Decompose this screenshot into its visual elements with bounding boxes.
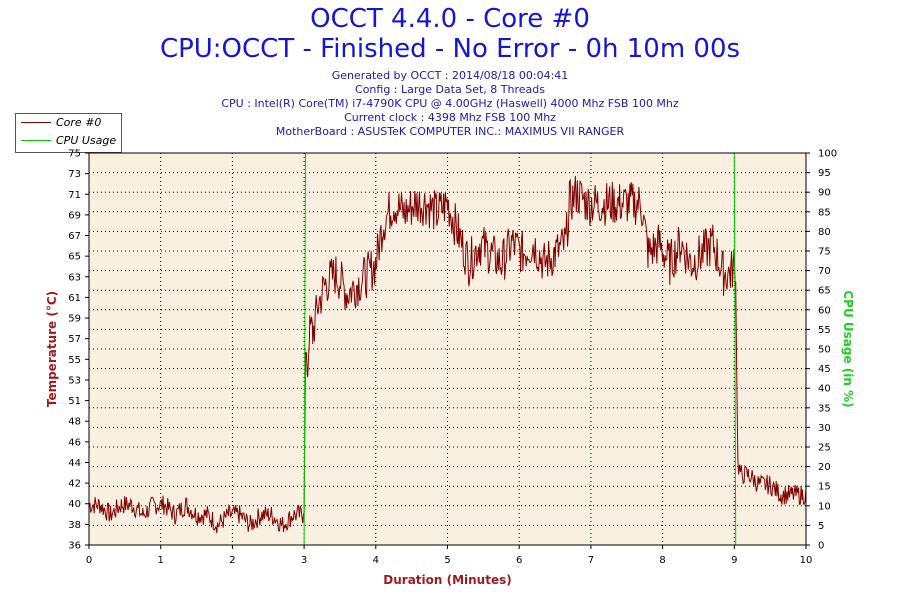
y-tick-label: 59: [68, 314, 81, 325]
info-clock: Current clock : 4398 Mhz FSB 100 Mhz: [344, 111, 556, 124]
info-config: Config : Large Data Set, 8 Threads: [355, 83, 545, 96]
y2-tick-label: 5: [818, 521, 824, 532]
y-tick-label: 57: [68, 334, 81, 345]
y2-tick-label: 80: [818, 227, 831, 238]
plot-frame: [88, 152, 807, 546]
y2-tick-label: 50: [818, 345, 831, 356]
y-tick-label: 48: [68, 417, 81, 428]
y2-tick-label: 45: [818, 364, 831, 375]
y-tick-label: 73: [68, 169, 81, 180]
y-tick-label: 53: [68, 375, 81, 386]
y2-tick-label: 35: [818, 403, 831, 414]
y2-tick-label: 60: [818, 305, 831, 316]
y-tick-label: 55: [68, 355, 81, 366]
y2-tick-label: 10: [818, 501, 831, 512]
legend-swatch-core0: [21, 122, 51, 123]
info-motherboard: MotherBoard : ASUSTeK COMPUTER INC.: MAX…: [275, 125, 625, 138]
y-tick-label: 63: [68, 272, 81, 283]
x-tick-label: 1: [158, 555, 164, 566]
y2-tick-label: 85: [818, 207, 831, 218]
y-tick-label: 42: [68, 479, 81, 490]
y2-tick-label: 70: [818, 266, 831, 277]
y-tick-label: 46: [68, 437, 81, 448]
chart-title: OCCT 4.4.0 - Core #0: [310, 4, 590, 34]
y-tick-label: 71: [68, 190, 81, 201]
x-tick-label: 2: [229, 555, 235, 566]
x-tick-label: 9: [731, 555, 737, 566]
legend-item-core0: Core #0: [16, 114, 121, 132]
y2-tick-label: 55: [818, 325, 831, 336]
y-tick-label: 65: [68, 252, 81, 263]
x-tick-label: 6: [516, 555, 522, 566]
x-tick-label: 5: [444, 555, 450, 566]
legend-item-cpu-usage: CPU Usage: [16, 132, 121, 150]
y2-tick-label: 100: [818, 149, 837, 160]
x-tick-label: 3: [301, 555, 307, 566]
x-tick-label: 0: [86, 555, 92, 566]
x-tick-label: 10: [800, 555, 813, 566]
info-cpu: CPU : Intel(R) Core(TM) i7-4790K CPU @ 4…: [221, 97, 679, 110]
x-tick-label: 4: [373, 555, 379, 566]
y2-tick-label: 75: [818, 247, 831, 258]
y-tick-label: 67: [68, 231, 81, 242]
y2-tick-label: 40: [818, 384, 831, 395]
y2-tick-label: 30: [818, 423, 831, 434]
y2-tick-label: 25: [818, 443, 831, 454]
legend: Core #0 CPU Usage: [15, 113, 122, 153]
y2-axis-label: CPU Usage (in %): [841, 290, 855, 407]
legend-swatch-cpu-usage: [21, 140, 51, 141]
y-tick-label: 51: [68, 396, 81, 407]
x-tick-label: 8: [659, 555, 665, 566]
x-axis-label: Duration (Minutes): [383, 573, 511, 587]
y-tick-label: 69: [68, 210, 81, 221]
y-tick-label: 38: [68, 520, 81, 531]
y2-tick-label: 15: [818, 482, 831, 493]
legend-label-cpu-usage: CPU Usage: [56, 134, 117, 147]
y-tick-label: 40: [68, 499, 81, 510]
series-line-core0: [88, 175, 807, 534]
y2-tick-label: 20: [818, 462, 831, 473]
y-tick-label: 36: [68, 541, 81, 552]
y-tick-label: 75: [68, 149, 81, 160]
y-axis-label: Temperature (°C): [45, 291, 59, 407]
y2-tick-label: 90: [818, 188, 831, 199]
y2-tick-label: 0: [818, 541, 824, 552]
y2-tick-label: 65: [818, 286, 831, 297]
chart-subtitle: CPU:OCCT - Finished - No Error - 0h 10m …: [159, 34, 741, 64]
y-tick-label: 44: [68, 458, 81, 469]
y-tick-label: 61: [68, 293, 81, 304]
legend-label-core0: Core #0: [56, 116, 102, 129]
x-tick-label: 7: [588, 555, 594, 566]
info-generated: Generated by OCCT : 2014/08/18 00:04:41: [331, 69, 569, 82]
y2-tick-label: 95: [818, 168, 831, 179]
